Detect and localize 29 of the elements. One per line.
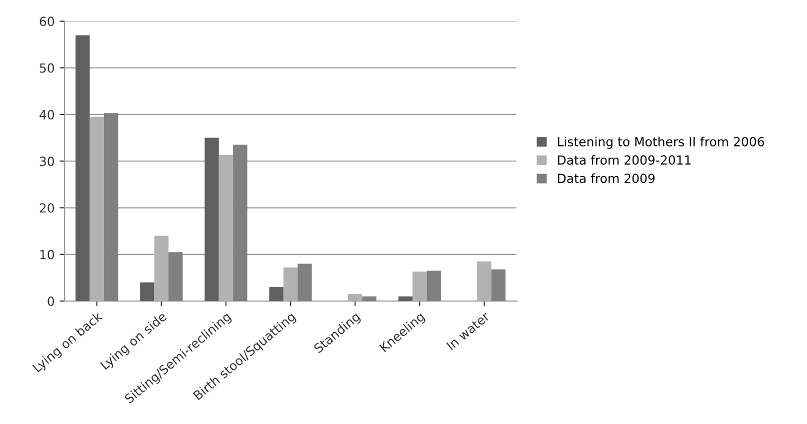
bar [477,261,492,302]
legend-label: Data from 2009-2011 [558,155,691,165]
bar [233,144,248,302]
bar [269,287,284,302]
bar [218,155,234,302]
legend-label: Data from 2009 [558,173,655,184]
bar [90,116,104,302]
bar [154,236,168,302]
bar [283,267,298,302]
bar [76,35,90,302]
bar [412,272,427,302]
bar [362,296,376,302]
y-tick-label: 10 [40,250,54,260]
y-tick-label: 0 [48,296,54,306]
bar [491,269,506,302]
bar [104,113,118,302]
y-tick-label: 60 [40,16,54,26]
y-tick-label: 50 [40,63,54,73]
bar [426,270,441,302]
bar [298,264,312,302]
y-tick-label: 30 [40,156,54,166]
bar [168,252,183,302]
bar [348,294,362,302]
bar [398,296,413,302]
bar [140,282,154,302]
legend-label: Listening to Mothers II from 2006 [558,136,764,149]
bar [204,138,219,302]
y-tick-label: 20 [40,203,54,213]
y-tick-label: 40 [40,110,54,120]
